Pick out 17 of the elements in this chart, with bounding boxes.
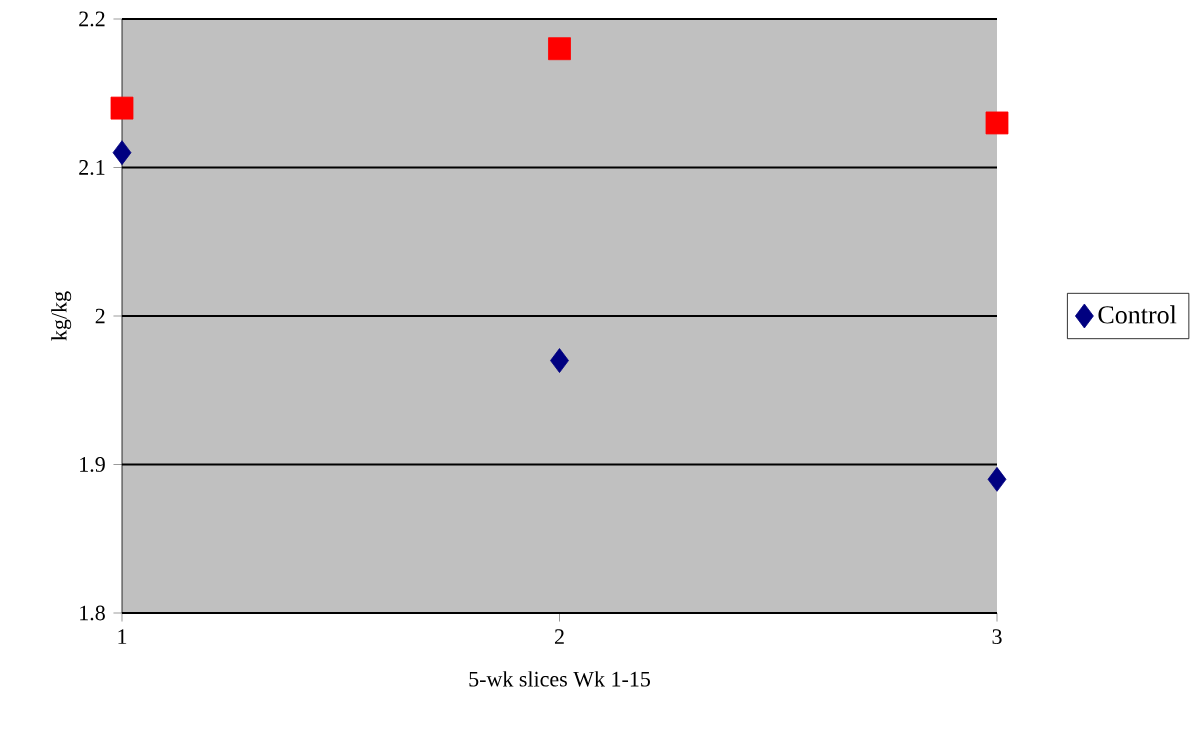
point (550, 348, 569, 373)
y-tick-label: 2 (95, 308, 105, 324)
x-tick-label: 2 (554, 629, 564, 644)
y-tick-label: 2.1 (79, 160, 105, 175)
y-tick-label: 1.9 (80, 457, 105, 472)
legend-label: Control (1098, 305, 1177, 324)
x-tick-label: 1 (118, 629, 127, 644)
y-tick-label: 1.8 (80, 605, 105, 621)
y-axis-title: kg/kg (51, 291, 72, 341)
point (985, 111, 1009, 135)
y-tick-label: 2.2 (79, 11, 105, 27)
point (987, 466, 1007, 492)
x-tick-label: 3 (992, 629, 1002, 645)
point (110, 96, 134, 120)
x-axis-title: 5-wk slices Wk 1-15 (469, 671, 650, 687)
point (548, 37, 571, 61)
point (112, 140, 132, 166)
